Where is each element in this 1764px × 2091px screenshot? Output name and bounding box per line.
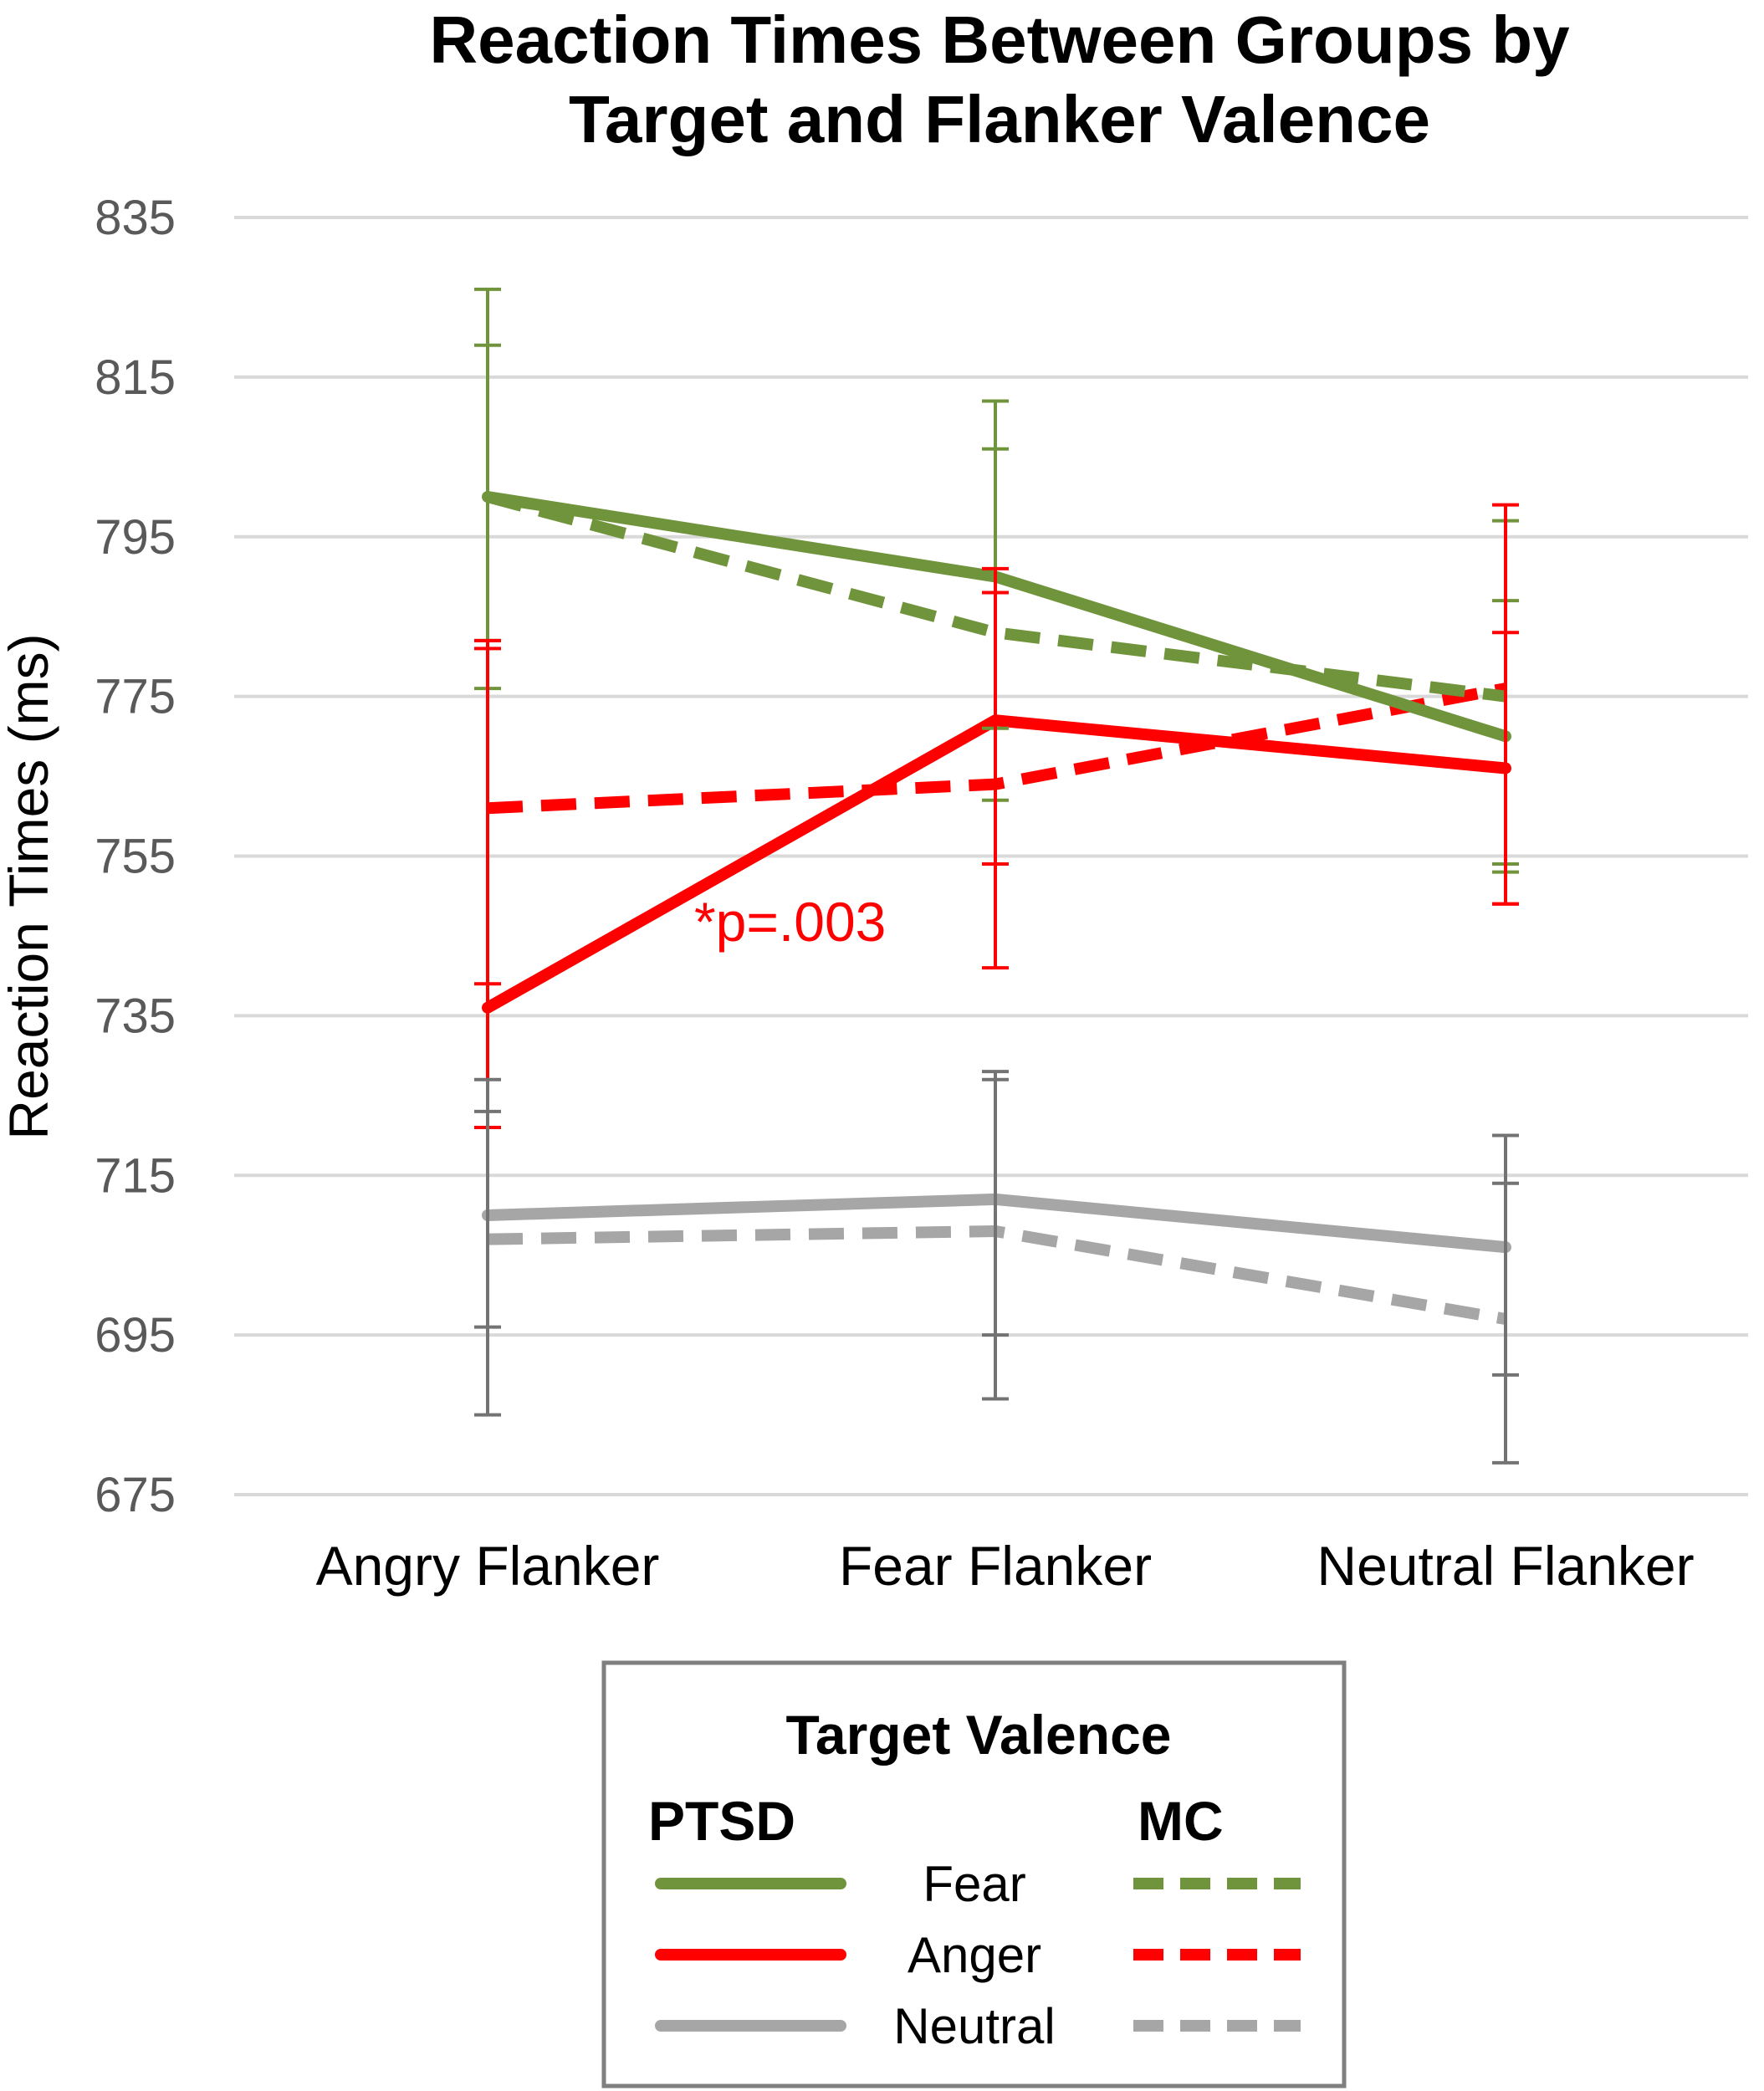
legend-title: Target Valence [785,1704,1171,1766]
y-tick-label-815: 815 [95,350,176,405]
gridlines [234,216,1748,1496]
chart-title-line-2: Target and Flanker Valence [569,82,1430,156]
legend-box [601,1660,1347,2088]
error-bars [474,287,1519,1465]
y-tick-label-795: 795 [95,510,176,565]
legend-label-fear: Fear [923,1856,1025,1912]
legend: Target Valence PTSD MC Fear Anger Neutral [601,1660,1347,2088]
legend-col-ptsd: PTSD [648,1790,795,1852]
chart-title-line-1: Reaction Times Between Groups by [429,3,1570,77]
x-tick-label-fear-flanker: Fear Flanker [839,1535,1152,1597]
legend-label-anger: Anger [908,1927,1041,1983]
y-tick-label-695: 695 [95,1308,176,1362]
y-tick-label-755: 755 [95,830,176,884]
y-tick-label-735: 735 [95,989,176,1043]
y-axis-ticks: 835 815 795 775 755 735 715 695 675 [95,191,176,1522]
y-tick-label-675: 675 [95,1468,176,1522]
legend-col-mc: MC [1138,1790,1224,1852]
y-tick-label-835: 835 [95,191,176,245]
legend-label-neutral: Neutral [893,1998,1055,2054]
x-axis-ticks: Angry Flanker Fear Flanker Neutral Flanker [316,1535,1695,1597]
y-axis-label: Reaction Times (ms) [0,633,59,1139]
y-tick-label-775: 775 [95,670,176,724]
x-tick-label-angry-flanker: Angry Flanker [316,1535,660,1597]
chart-title: Reaction Times Between Groups by Target … [429,3,1570,156]
significance-annotation: *p=.003 [694,891,886,953]
series-line-mc-fear [486,491,1506,703]
y-tick-label-715: 715 [95,1148,176,1203]
x-tick-label-neutral-flanker: Neutral Flanker [1317,1535,1694,1597]
legend-rows: Fear Anger Neutral [655,1856,1301,2054]
